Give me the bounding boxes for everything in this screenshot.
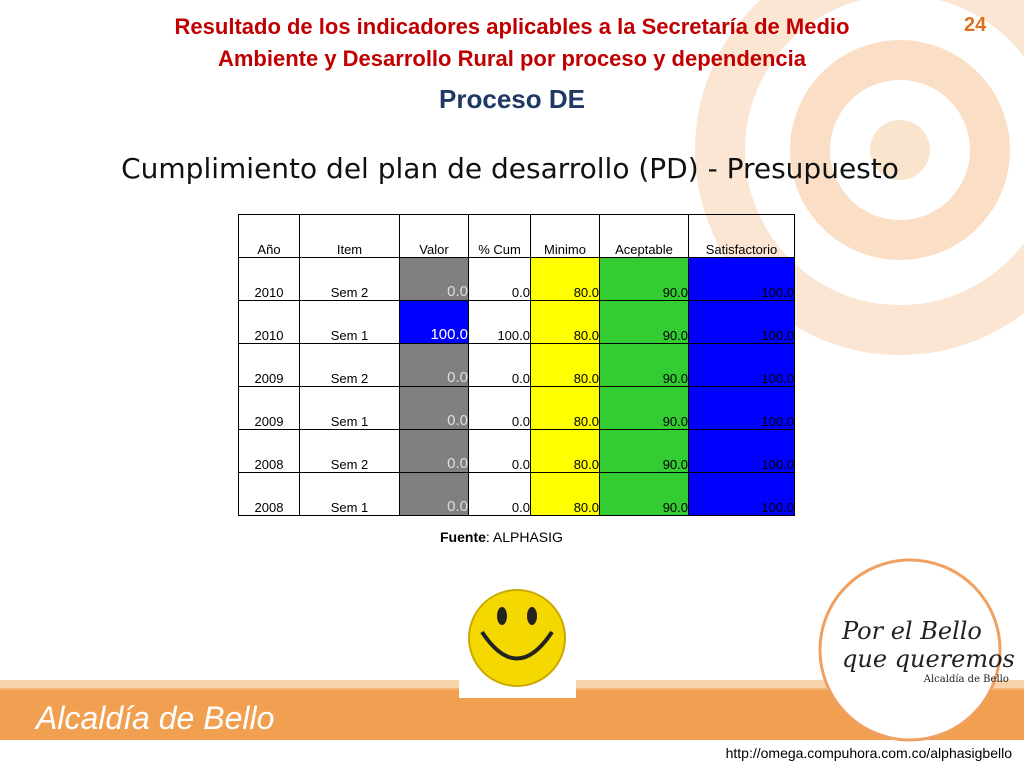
table-cell: 100.0 [688,343,795,387]
column-header: Año [238,214,300,258]
table-cell: 100.0 [688,386,795,430]
table-cell: Sem 2 [299,257,400,301]
footer-brand: Alcaldía de Bello [36,700,275,736]
table-cell: 2008 [238,429,300,473]
table-cell: 0.0 [468,343,531,387]
table-row: 2010 Sem 1 100.0 100.0 80.0 90.0 100.0 [238,300,795,344]
table-cell: 0.0 [399,429,469,473]
table-cell: 0.0 [468,472,531,516]
table-cell: 2009 [238,343,300,387]
table-cell: 0.0 [399,257,469,301]
table-cell: 100.0 [688,429,795,473]
table-row: 2008 Sem 1 0.0 0.0 80.0 90.0 100.0 [238,472,795,516]
logo: Por el Bello que queremos Alcaldía de Be… [842,617,1015,687]
table-cell: 100.0 [688,257,795,301]
source-label: Fuente [440,529,486,545]
table-cell: 100.0 [688,472,795,516]
column-header: Minimo [530,214,600,258]
table-cell: 0.0 [468,386,531,430]
table-title: Cumplimiento del plan de desarrollo (PD)… [121,152,899,185]
table-cell: Sem 2 [299,343,400,387]
table-cell: 80.0 [530,429,600,473]
logo-line: Por el Bello [842,617,982,645]
table-cell: 90.0 [599,429,689,473]
table-cell: Sem 1 [299,472,400,516]
table-cell: 100.0 [688,300,795,344]
table-row: 2008 Sem 2 0.0 0.0 80.0 90.0 100.0 [238,429,795,473]
title-line: Resultado de los indicadores aplicables … [174,14,850,39]
table-cell: 2010 [238,257,300,301]
column-header: Valor [399,214,469,258]
title-line: Ambiente y Desarrollo Rural por proceso … [217,46,807,71]
table-cell: 100.0 [468,300,531,344]
table-cell: 2009 [238,386,300,430]
table-cell: Sem 1 [299,386,400,430]
table-row: 2009 Sem 1 0.0 0.0 80.0 90.0 100.0 [238,386,795,430]
column-header: Satisfactorio [688,214,795,258]
table-cell: 2010 [238,300,300,344]
column-header: Aceptable [599,214,689,258]
footer-url: http://omega.compuhora.com.co/alphasigbe… [725,745,1012,761]
table-cell: 0.0 [399,343,469,387]
table-cell: 90.0 [599,386,689,430]
table-cell: 90.0 [599,257,689,301]
table-cell: Sem 2 [299,429,400,473]
table-cell: 80.0 [530,343,600,387]
page-number: 24 [964,14,987,36]
source: Fuente: ALPHASIG [440,529,563,545]
table-cell: 90.0 [599,472,689,516]
table-cell: Sem 1 [299,300,400,344]
table-cell: 2008 [238,472,300,516]
column-header: Item [299,214,400,258]
table-cell: 100.0 [399,300,469,344]
table-cell: 80.0 [530,386,600,430]
table-cell: 0.0 [468,429,531,473]
header-row: Año Item Valor% Cum Minimo Aceptable Satisfac… [238,214,795,258]
table-cell: 0.0 [399,472,469,516]
table-cell: 0.0 [468,257,531,301]
table-cell: 80.0 [530,300,600,344]
column-header: % Cum [468,214,531,258]
table-cell: 90.0 [599,343,689,387]
table-cell: 90.0 [599,300,689,344]
table-cell: 80.0 [530,472,600,516]
logo-line: que queremos [842,645,1015,673]
logo-line: Alcaldía de Bello [923,674,1009,685]
data-table: Año Item Valor% Cum Minimo Aceptable Satisfac… [238,214,795,516]
table-cell: 0.0 [399,386,469,430]
table-cell: 80.0 [530,257,600,301]
table-row: 2010 Sem 2 0.0 0.0 80.0 90.0 100.0 [238,257,795,301]
subtitle: Proceso DE [439,84,585,114]
source-text: : ALPHASIG [485,529,563,545]
table-row: 2009 Sem 2 0.0 0.0 80.0 90.0 100.0 [238,343,795,387]
